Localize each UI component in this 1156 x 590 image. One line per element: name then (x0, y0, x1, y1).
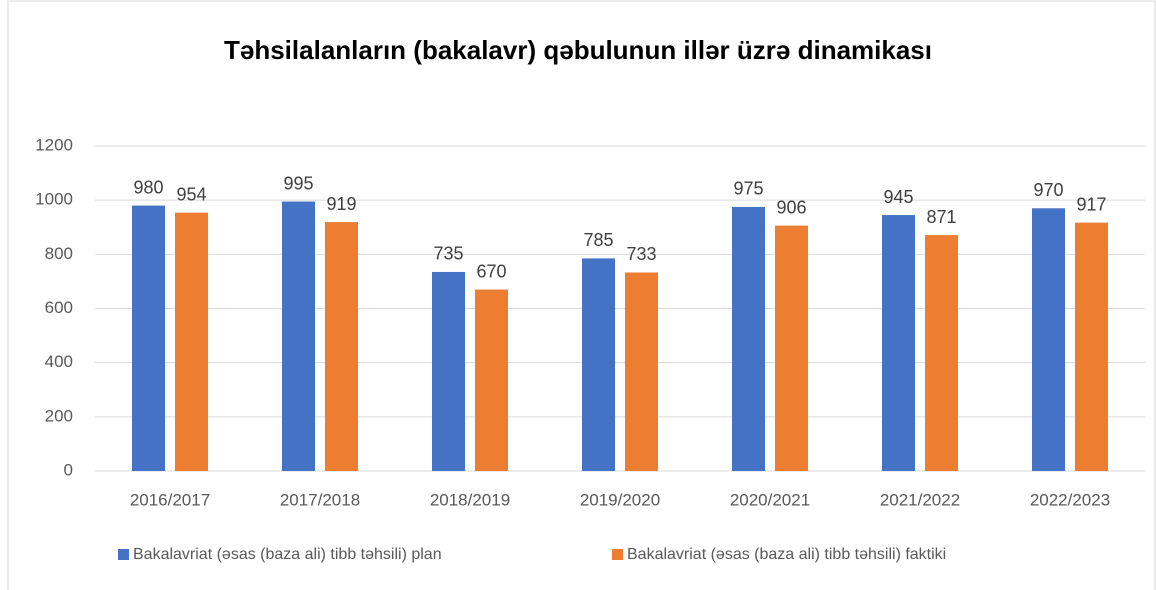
bar (132, 205, 165, 472)
y-tick-label: 1000 (35, 190, 73, 209)
bar (732, 206, 765, 471)
bar (1075, 222, 1108, 471)
bar (1032, 208, 1065, 471)
bar (925, 235, 958, 471)
data-label: 871 (926, 207, 956, 227)
x-tick-label: 2017/2018 (280, 490, 360, 509)
x-tick-label: 2018/2019 (430, 490, 510, 509)
data-label: 670 (476, 261, 506, 281)
chart-title: Təhsilalanların (bakalavr) qəbulunun ill… (224, 35, 932, 65)
data-label: 945 (883, 187, 913, 207)
data-label: 785 (583, 230, 613, 250)
data-label: 995 (283, 173, 313, 193)
bar (625, 272, 658, 471)
x-tick-label: 2020/2021 (730, 490, 810, 509)
legend-label: Bakalavriat (əsas (baza ali) tibb təhsil… (627, 546, 946, 563)
bar (432, 271, 465, 471)
legend-swatch (612, 549, 623, 560)
y-tick-label: 400 (45, 352, 73, 371)
data-label: 906 (776, 197, 806, 217)
data-label: 919 (326, 194, 356, 214)
bar (325, 222, 358, 471)
y-tick-label: 0 (64, 460, 73, 479)
y-tick-label: 1200 (35, 135, 73, 154)
data-label: 954 (176, 184, 206, 204)
data-label: 970 (1033, 180, 1063, 200)
data-label: 917 (1076, 194, 1106, 214)
chart-border (7, 0, 1156, 590)
bar (475, 289, 508, 471)
data-label: 735 (433, 244, 463, 264)
bar (582, 258, 615, 471)
bar (175, 212, 208, 471)
y-tick-label: 200 (45, 406, 73, 425)
bar (775, 225, 808, 471)
x-tick-label: 2019/2020 (580, 490, 660, 509)
bar (882, 215, 915, 471)
legend-swatch (118, 549, 129, 560)
x-tick-label: 2021/2022 (880, 490, 960, 509)
y-tick-label: 600 (45, 298, 73, 317)
bar (282, 201, 315, 472)
x-tick-label: 2016/2017 (130, 490, 210, 509)
data-label: 980 (133, 177, 163, 197)
legend-label: Bakalavriat (əsas (baza ali) tibb təhsil… (133, 546, 442, 563)
data-label: 733 (626, 244, 656, 264)
data-label: 975 (733, 179, 763, 199)
x-tick-label: 2022/2023 (1030, 490, 1110, 509)
y-tick-label: 800 (45, 244, 73, 263)
